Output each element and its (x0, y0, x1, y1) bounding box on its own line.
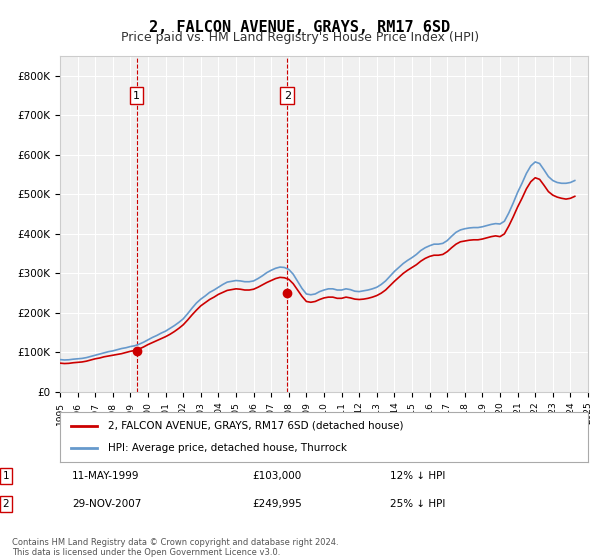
Text: £103,000: £103,000 (252, 471, 301, 481)
Text: 2: 2 (284, 91, 291, 101)
Text: 1: 1 (2, 471, 10, 481)
Text: 29-NOV-2007: 29-NOV-2007 (72, 499, 142, 509)
Text: HPI: Average price, detached house, Thurrock: HPI: Average price, detached house, Thur… (107, 443, 347, 453)
Text: 12% ↓ HPI: 12% ↓ HPI (390, 471, 445, 481)
Text: 2, FALCON AVENUE, GRAYS, RM17 6SD: 2, FALCON AVENUE, GRAYS, RM17 6SD (149, 20, 451, 35)
Text: 2: 2 (2, 499, 10, 509)
Text: 1: 1 (133, 91, 140, 101)
Text: 2, FALCON AVENUE, GRAYS, RM17 6SD (detached house): 2, FALCON AVENUE, GRAYS, RM17 6SD (detac… (107, 421, 403, 431)
Text: Contains HM Land Registry data © Crown copyright and database right 2024.
This d: Contains HM Land Registry data © Crown c… (12, 538, 338, 557)
Text: £249,995: £249,995 (252, 499, 302, 509)
Text: Price paid vs. HM Land Registry's House Price Index (HPI): Price paid vs. HM Land Registry's House … (121, 31, 479, 44)
Text: 11-MAY-1999: 11-MAY-1999 (72, 471, 139, 481)
Text: 25% ↓ HPI: 25% ↓ HPI (390, 499, 445, 509)
